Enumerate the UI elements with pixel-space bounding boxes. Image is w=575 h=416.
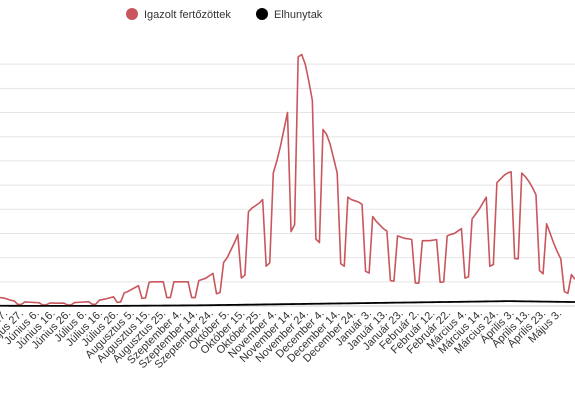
series-line-1[interactable] xyxy=(0,300,575,307)
legend-marker-0[interactable] xyxy=(126,8,138,20)
series-layer xyxy=(0,53,575,307)
legend-label-1[interactable]: Elhunytak xyxy=(274,9,323,21)
series-line-0[interactable] xyxy=(0,53,575,306)
legend-label-0[interactable]: Igazolt fertőzöttek xyxy=(144,9,231,21)
x-tick-labels: Május 17.Május 27.Június 6.Június 16.Jún… xyxy=(0,307,564,371)
gridlines xyxy=(0,63,575,283)
legend-marker-1[interactable] xyxy=(256,8,268,20)
legend: Igazolt fertőzöttek Elhunytak xyxy=(126,8,323,21)
